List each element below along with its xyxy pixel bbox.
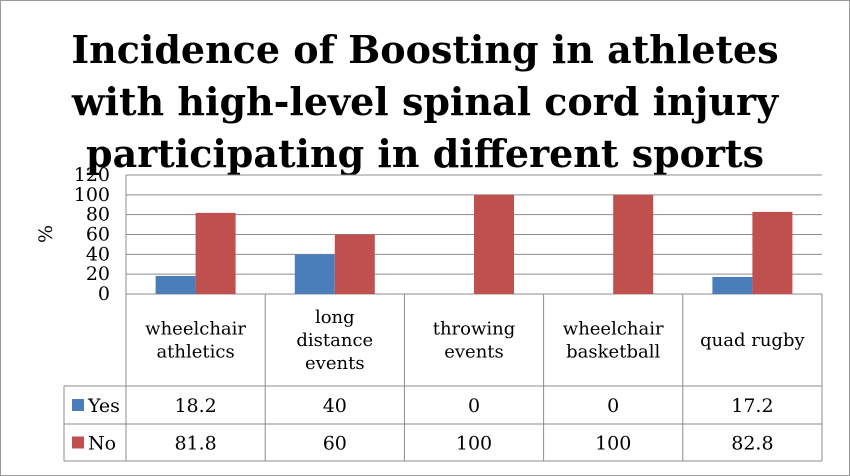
chart-title-line-2: with high-level spinal cord injury bbox=[71, 79, 779, 124]
legend-swatch-no bbox=[72, 436, 84, 449]
category-label: quad rugby bbox=[700, 330, 805, 351]
category-label-line: wheelchair bbox=[563, 319, 664, 340]
y-tick-label: 40 bbox=[86, 243, 110, 265]
bar-yes bbox=[294, 254, 335, 294]
table-cell-value: 0 bbox=[468, 395, 480, 417]
table-cell-value: 18.2 bbox=[174, 395, 216, 417]
category-label-line: events bbox=[444, 342, 504, 363]
table-cell-value: 60 bbox=[323, 433, 347, 455]
chart-title-line-1: Incidence of Boosting in athletes bbox=[71, 27, 779, 72]
chart-title: Incidence of Boosting in athletes with h… bbox=[0, 24, 850, 180]
bar-no bbox=[195, 212, 236, 294]
legend-label-yes: Yes bbox=[87, 395, 120, 417]
category-label-line: quad rugby bbox=[700, 330, 805, 351]
bar-yes bbox=[155, 275, 196, 294]
bars bbox=[155, 194, 793, 294]
category-label-line: athletics bbox=[156, 342, 234, 363]
category-label-line: basketball bbox=[566, 342, 660, 363]
table-cell-value: 0 bbox=[607, 395, 619, 417]
bar-no bbox=[752, 211, 793, 294]
table-cell-value: 81.8 bbox=[174, 433, 216, 455]
bar-yes bbox=[712, 276, 753, 294]
bar-no bbox=[613, 194, 654, 294]
y-axis-label: % bbox=[35, 225, 57, 243]
category-label-line: distance bbox=[296, 330, 373, 351]
y-tick-label: 20 bbox=[86, 263, 110, 285]
legend-label-no: No bbox=[88, 433, 116, 455]
category-label: throwing events bbox=[433, 319, 516, 363]
y-tick-label: 100 bbox=[74, 184, 110, 206]
category-label: wheelchair basketball bbox=[563, 319, 664, 363]
table-cell-value: 100 bbox=[595, 433, 631, 455]
y-tick-label: 60 bbox=[86, 224, 110, 246]
table-cell-value: 100 bbox=[456, 433, 492, 455]
table-cell-value: 40 bbox=[323, 395, 347, 417]
category-label: wheelchair athletics bbox=[145, 319, 246, 363]
category-label-line: throwing bbox=[433, 319, 516, 340]
y-tick-label: 0 bbox=[98, 283, 110, 305]
legend-swatch-yes bbox=[72, 399, 84, 411]
category-label-line: wheelchair bbox=[145, 319, 246, 340]
table-cell-value: 82.8 bbox=[731, 433, 773, 455]
y-tick-label: 80 bbox=[86, 204, 110, 226]
y-tick-label: 120 bbox=[74, 164, 110, 186]
category-label-line: events bbox=[305, 353, 365, 374]
table-cell-value: 17.2 bbox=[731, 395, 773, 417]
bar-no bbox=[334, 234, 375, 294]
chart-title-line-3: participating in different sports bbox=[86, 131, 764, 176]
category-label-line: long bbox=[315, 307, 355, 328]
bar-no bbox=[474, 194, 514, 294]
category-label: long distance events bbox=[296, 307, 373, 374]
